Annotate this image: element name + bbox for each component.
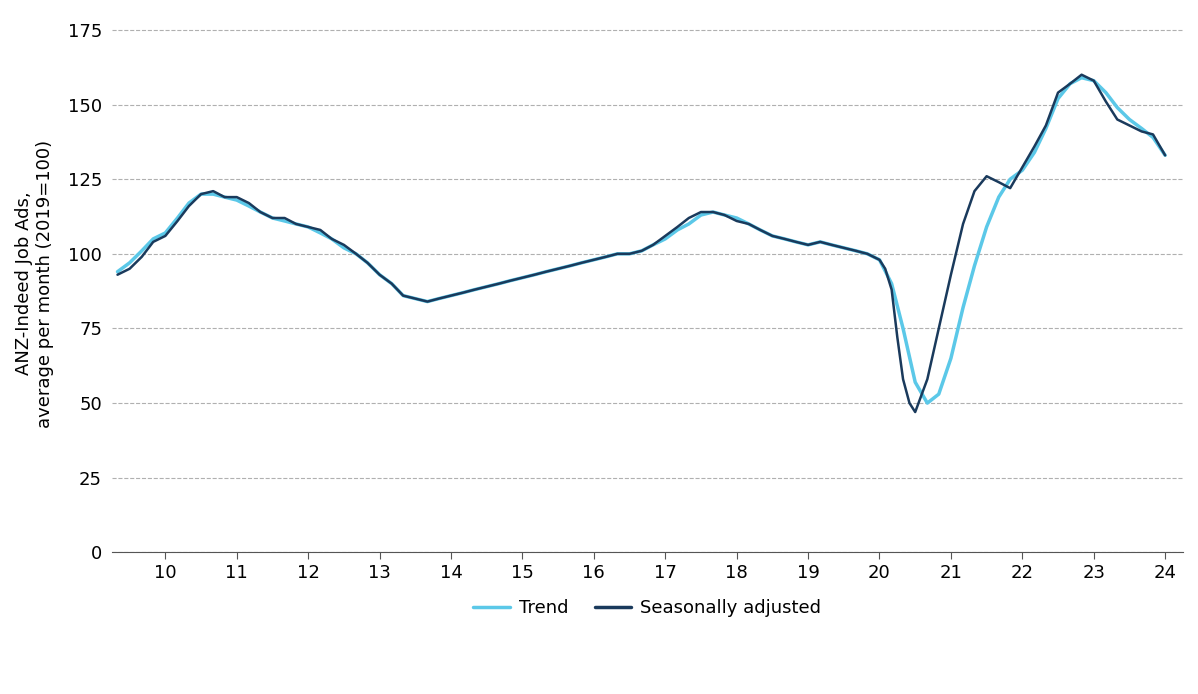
- Seasonally adjusted: [890, 333, 904, 341]
- Trend: [1075, 74, 1089, 82]
- Legend: Trend, Seasonally adjusted: Trend, Seasonally adjusted: [466, 591, 829, 624]
- Seasonally adjusted: [110, 271, 125, 279]
- Y-axis label: ANZ-Indeed Job Ads,
average per month (2019=100): ANZ-Indeed Job Ads, average per month (2…: [16, 139, 54, 428]
- Seasonally adjusted: [908, 408, 922, 416]
- Seasonally adjusted: [956, 220, 970, 228]
- Trend: [110, 268, 125, 276]
- Trend: [515, 273, 530, 282]
- Line: Trend: Trend: [117, 78, 1166, 403]
- Trend: [920, 399, 934, 407]
- Trend: [646, 241, 660, 249]
- Seasonally adjusted: [932, 324, 946, 332]
- Trend: [1051, 94, 1065, 103]
- Trend: [242, 202, 256, 210]
- Trend: [1158, 151, 1173, 160]
- Seasonally adjusted: [944, 271, 958, 279]
- Seasonally adjusted: [1158, 151, 1173, 160]
- Trend: [325, 235, 339, 243]
- Seasonally adjusted: [754, 226, 768, 234]
- Line: Seasonally adjusted: Seasonally adjusted: [117, 75, 1166, 412]
- Seasonally adjusted: [992, 178, 1006, 187]
- Trend: [217, 193, 231, 201]
- Seasonally adjusted: [1075, 71, 1089, 79]
